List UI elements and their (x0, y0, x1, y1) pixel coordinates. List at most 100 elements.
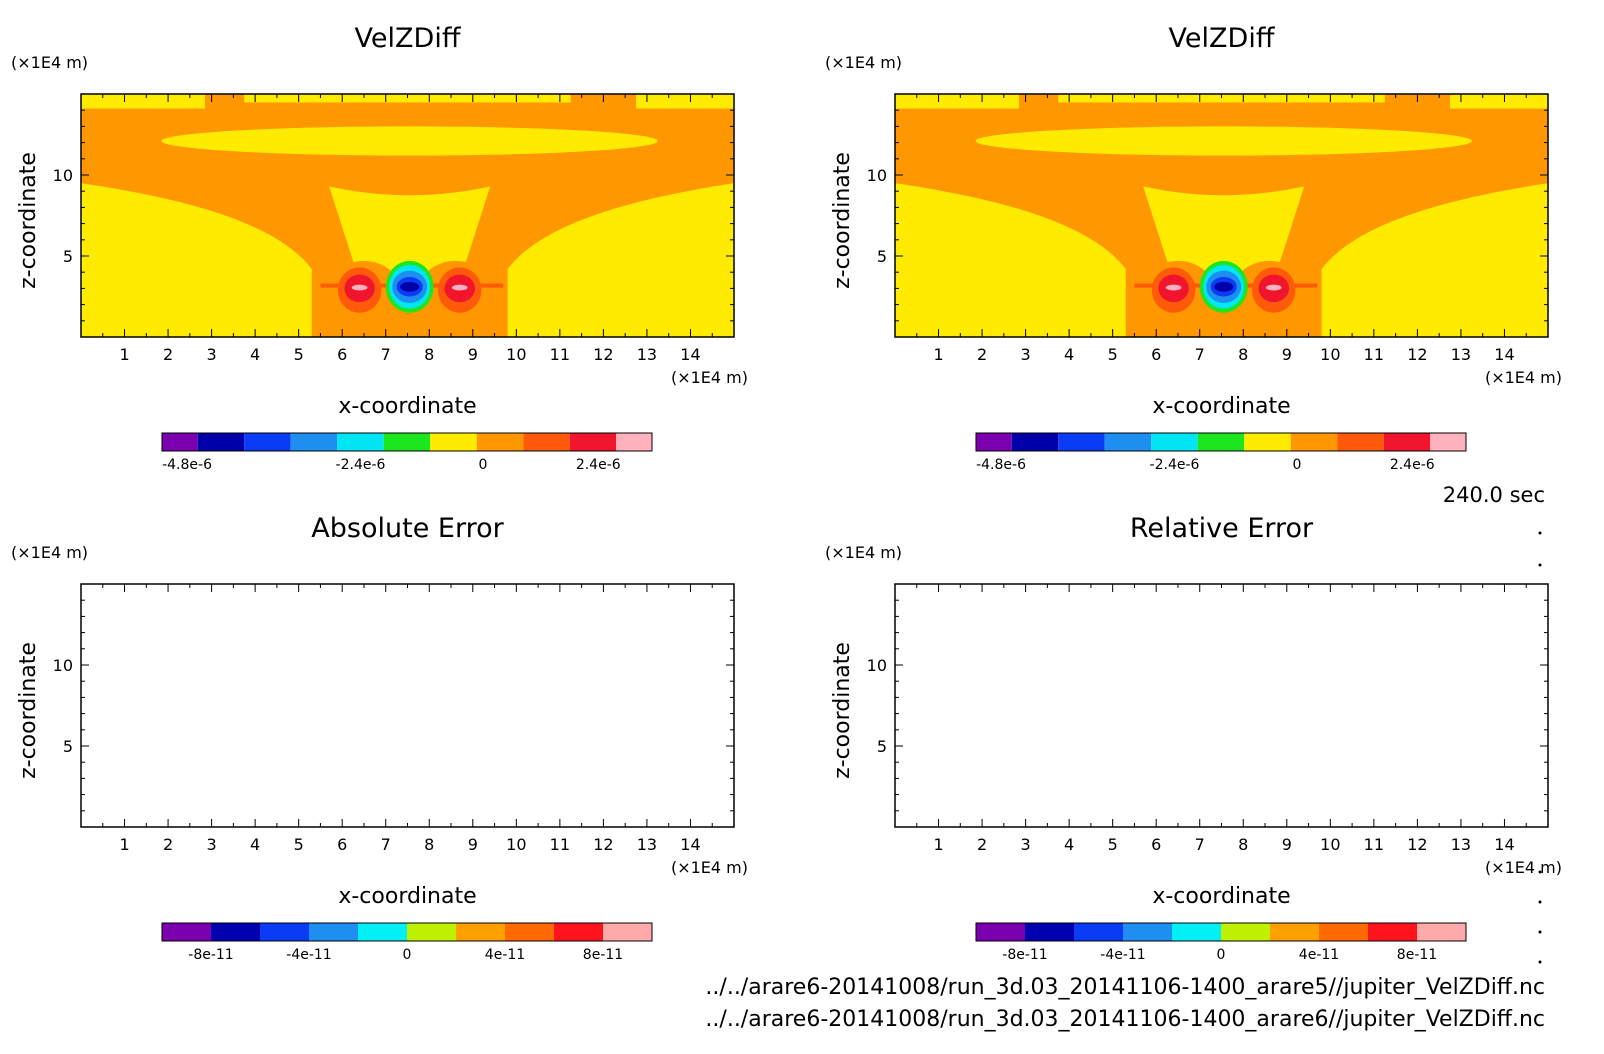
x-tick-label: 8 (1238, 835, 1248, 854)
x-axis-label: x-coordinate (1152, 394, 1290, 419)
y-unit-label: (×1E4 m) (11, 543, 88, 562)
colorbar-swatch (603, 923, 652, 941)
colorbar-swatch (1123, 923, 1172, 941)
colorbar-swatch (211, 923, 260, 941)
y-unit-label: (×1E4 m) (825, 53, 902, 72)
colorbar-swatch (616, 433, 652, 451)
y-tick-label: 5 (63, 737, 73, 756)
colorbar-swatch (1151, 433, 1198, 451)
tick-marks (895, 94, 1548, 337)
contour-upper (161, 126, 658, 156)
x-unit-label: (×1E4 m) (671, 858, 748, 877)
colorbar-label: 4e-11 (1299, 947, 1339, 963)
x-tick-label: 5 (1108, 345, 1118, 364)
contour-right-max (451, 284, 468, 291)
contour-field (895, 94, 1548, 337)
x-tick-label: 9 (1282, 345, 1292, 364)
contour-strip (636, 94, 734, 109)
x-tick-label: 9 (1282, 835, 1292, 854)
plot-frame (894, 583, 1549, 828)
x-tick-label: 6 (337, 835, 347, 854)
y-tick-label: 10 (53, 656, 73, 675)
x-tick-label: 10 (1320, 835, 1340, 854)
colorbar (161, 922, 653, 942)
x-tick-label: 9 (468, 835, 478, 854)
plot-frame (80, 583, 735, 828)
x-unit-label: (×1E4 m) (1485, 858, 1562, 877)
chart-panel-2: VelZDiff(×1E4 m)1 2 3 4 5 6 7 8 9 10 11 12 13 14510(×… (825, 23, 1562, 473)
colorbar-swatch (554, 923, 603, 941)
x-tick-label: 4 (1064, 835, 1074, 854)
colorbar-swatch (309, 923, 358, 941)
x-tick-label: 10 (1320, 345, 1340, 364)
contour-left-wedge (895, 183, 1126, 337)
x-tick-label: 7 (1195, 835, 1205, 854)
x-tick-label: 6 (1151, 345, 1161, 364)
x-tick-label: 3 (207, 835, 217, 854)
x-tick-label: 6 (1151, 835, 1161, 854)
colorbar-swatch (1417, 923, 1466, 941)
x-axis-label: x-coordinate (338, 884, 476, 909)
colorbar-swatch (476, 433, 524, 451)
colorbar-swatch (162, 433, 198, 451)
colorbar-label: 0 (1293, 457, 1302, 473)
x-tick-label: 5 (294, 345, 304, 364)
x-tick-label: 1 (933, 835, 943, 854)
colorbar-label: -8e-11 (1002, 947, 1047, 963)
x-tick-label: 5 (1108, 835, 1118, 854)
chart-panel-3: Absolute Error(×1E4 m)1 2 3 4 5 6 7 8 9 10 11 12 13 1… (11, 513, 748, 963)
contour-right-wedge (507, 183, 734, 337)
contour-left-max (1165, 284, 1182, 291)
x-tick-label: 13 (637, 835, 657, 854)
x-tick-label: 9 (468, 345, 478, 364)
x-tick-label: 6 (337, 345, 347, 364)
contour-right-max (1265, 284, 1282, 291)
colorbar-swatch (1319, 923, 1368, 941)
chart-panel-4: Relative Error(×1E4 m)1 2 3 4 5 6 7 8 9 10 11 12 13 1… (825, 513, 1562, 963)
y-axis-label: z-coordinate (16, 642, 41, 779)
colorbar (975, 432, 1467, 452)
colorbar-label: 8e-11 (583, 947, 623, 963)
x-unit-label: (×1E4 m) (1485, 368, 1562, 387)
time-label: 240.0 sec (1443, 483, 1545, 507)
colorbar-swatch (1221, 923, 1270, 941)
x-tick-label: 13 (1451, 345, 1471, 364)
chart-title: Relative Error (1130, 513, 1314, 544)
x-tick-label: 12 (1407, 345, 1427, 364)
x-tick-label: 2 (163, 835, 173, 854)
contour-strip (81, 94, 206, 109)
x-tick-label: 14 (680, 835, 700, 854)
x-tick-label: 8 (424, 345, 434, 364)
y-unit-label: (×1E4 m) (11, 53, 88, 72)
x-tick-label: 4 (1064, 345, 1074, 364)
y-tick-label: 10 (867, 656, 887, 675)
colorbar-swatch (407, 923, 456, 941)
colorbar-label: 0 (479, 457, 488, 473)
file-path-2: ../../arare6-20141008/run_3d.03_20141106… (705, 1007, 1545, 1032)
colorbar-label: -2.4e-6 (1150, 457, 1200, 473)
tick-marks (81, 584, 734, 827)
colorbar-swatch (197, 433, 245, 451)
contour-field (81, 94, 734, 337)
x-tick-label: 10 (506, 835, 526, 854)
colorbar-frame (161, 432, 653, 452)
colorbar-label: -4.8e-6 (976, 457, 1026, 473)
colorbar-label: -8e-11 (188, 947, 233, 963)
colorbar-label: 2.4e-6 (576, 457, 621, 473)
colorbar-label: 0 (1217, 947, 1226, 963)
y-tick-label: 10 (53, 166, 73, 185)
x-tick-label: 1 (119, 835, 129, 854)
x-tick-label: 2 (163, 345, 173, 364)
x-tick-label: 13 (1451, 835, 1471, 854)
x-axis-label: x-coordinate (338, 394, 476, 419)
colorbar-label: 4e-11 (485, 947, 525, 963)
tick-marks (81, 94, 734, 337)
x-tick-label: 3 (207, 345, 217, 364)
colorbar-swatch (1074, 923, 1123, 941)
contour-strip (244, 94, 571, 103)
x-tick-label: 12 (593, 835, 613, 854)
colorbar-swatch (244, 433, 291, 451)
file-path-1: ../../arare6-20141008/run_3d.03_20141106… (705, 975, 1545, 1000)
y-axis-label: z-coordinate (830, 152, 855, 289)
colorbar-label: 2.4e-6 (1390, 457, 1435, 473)
